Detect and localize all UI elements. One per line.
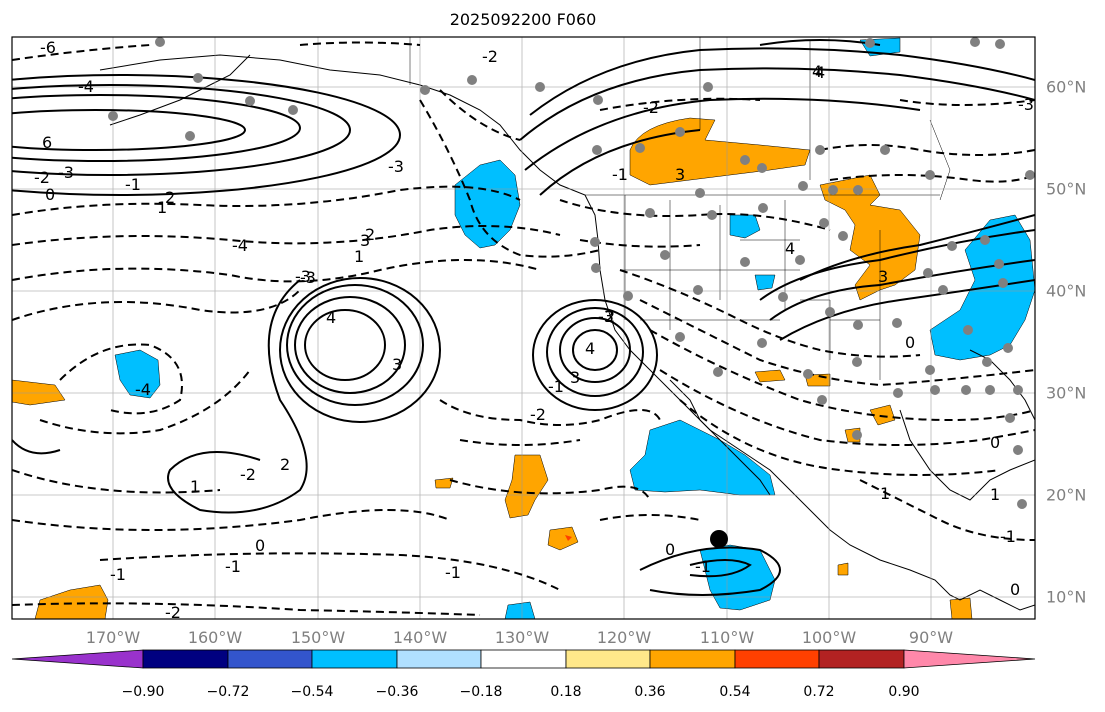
contour-label: -2 (530, 405, 546, 424)
contour-label: -1 (548, 377, 564, 396)
contour-label: 1 (990, 485, 1000, 504)
contour-label: 4 (815, 63, 825, 82)
contour-label: 3 (878, 267, 888, 286)
contour-label: 2 (280, 455, 290, 474)
colorbar-extend-left (11, 649, 144, 669)
colorbar-tick-label: −0.54 (290, 684, 334, 700)
contour-label: 3 (360, 231, 370, 250)
lat-label: 60°N (1046, 77, 1087, 97)
colorbar (11, 649, 1036, 669)
contour-label: -3 (388, 157, 404, 176)
contour-label: -1 (695, 557, 711, 576)
storm-center-dot (710, 530, 728, 548)
contour-label: -1 (1000, 527, 1016, 546)
contour-label: 0 (45, 185, 55, 204)
contour-label: 0 (255, 536, 265, 555)
contour-label: -1 (225, 557, 241, 576)
state-borders (409, 37, 951, 380)
colorbar-tick-label: −0.36 (375, 684, 419, 700)
colorbar-extend-right (903, 649, 1036, 669)
contour-label: -3 (598, 307, 614, 326)
contour-label: -4 (78, 77, 94, 96)
station-dots (108, 37, 1035, 509)
contour-label: 4 (326, 308, 336, 327)
contour-label: 1 (157, 198, 167, 217)
contour-label: -1 (445, 563, 461, 582)
contour-label: 1 (880, 484, 890, 503)
colorbar-segment (480, 649, 567, 669)
contour-label: 3 (675, 165, 685, 184)
contour-label: -3 (295, 267, 311, 286)
colorbar-tick-label: 0.90 (888, 684, 920, 700)
colorbar-segment (565, 649, 651, 669)
contour-label: 2 (165, 188, 175, 207)
colorbar-segment (227, 649, 313, 669)
contour-label: 0 (665, 540, 675, 559)
contour-label: 1 (354, 247, 364, 266)
colorbar-segment (818, 649, 905, 669)
contour-label: 3 (570, 368, 580, 387)
negative-anomaly-shading (114, 37, 1035, 619)
contour-labels: -6 -4 6 -3 -2 -1 0 1 2 3 4 -4 4 3 -3 2 1… (34, 38, 1034, 622)
lat-label: 20°N (1046, 485, 1087, 505)
contour-label: 4 (785, 239, 795, 258)
contour-label: 0 (1010, 580, 1020, 599)
colorbar-tick-label: −0.90 (121, 684, 165, 700)
colorbar-segment (142, 649, 229, 669)
negative-contours (12, 41, 1035, 616)
contour-label: -2 (34, 168, 50, 187)
lat-label: 30°N (1046, 383, 1087, 403)
lon-label: 160°W (187, 628, 243, 647)
positive-contours (12, 39, 1035, 596)
contour-label: -2 (165, 603, 181, 622)
contour-label: -3 (58, 163, 74, 182)
lat-label: 50°N (1046, 179, 1087, 199)
colorbar-segment (396, 649, 482, 669)
colorbar-segment (734, 649, 820, 669)
map-frame (11, 36, 1036, 620)
lat-label: 10°N (1046, 587, 1087, 607)
contour-label: -2 (482, 47, 498, 66)
contour-label: -3 (1018, 95, 1034, 114)
contour-label: -1 (125, 175, 141, 194)
colorbar-tick-label: 0.18 (550, 684, 582, 700)
lon-label: 110°W (699, 628, 755, 647)
contour-label: 0 (990, 433, 1000, 452)
lon-label: 130°W (494, 628, 550, 647)
colorbar-tick-label: −0.18 (459, 684, 503, 700)
lon-label: 100°W (801, 628, 857, 647)
positive-anomaly-shading (12, 117, 973, 619)
contour-label: 2 (365, 225, 375, 244)
colorbar-segment (311, 649, 398, 669)
lat-label: 40°N (1046, 281, 1087, 301)
colorbar-segment (649, 649, 736, 669)
lon-label: 150°W (290, 628, 346, 647)
contour-label: 4 (812, 62, 822, 81)
map-title: 2025092200 F060 (449, 10, 597, 29)
contour-label: 1 (190, 477, 200, 496)
contour-label: 3 (392, 355, 402, 374)
colorbar-tick-label: 0.36 (634, 684, 666, 700)
contour-label: -4 (135, 380, 151, 399)
contour-label: -1 (612, 165, 628, 184)
lon-label: 120°W (596, 628, 652, 647)
colorbar-tick-label: −0.72 (206, 684, 250, 700)
contour-label: -6 (40, 38, 56, 57)
contour-label: 6 (42, 133, 52, 152)
lon-label: 140°W (392, 628, 448, 647)
colorbar-tick-label: 0.54 (719, 684, 751, 700)
colorbar-tick-label: 0.72 (803, 684, 835, 700)
contour-label: -2 (240, 465, 256, 484)
contour-label: 0 (905, 333, 915, 352)
lat-lon-grid (12, 37, 1035, 619)
lon-label: 170°W (85, 628, 141, 647)
contour-label: 2 (605, 307, 615, 326)
contour-label: -1 (110, 565, 126, 584)
contour-label: -2 (643, 98, 659, 117)
lon-label: 90°W (908, 628, 954, 647)
contour-label: 4 (585, 339, 595, 358)
contour-label: -3 (300, 268, 316, 287)
contour-label: -4 (232, 236, 248, 255)
